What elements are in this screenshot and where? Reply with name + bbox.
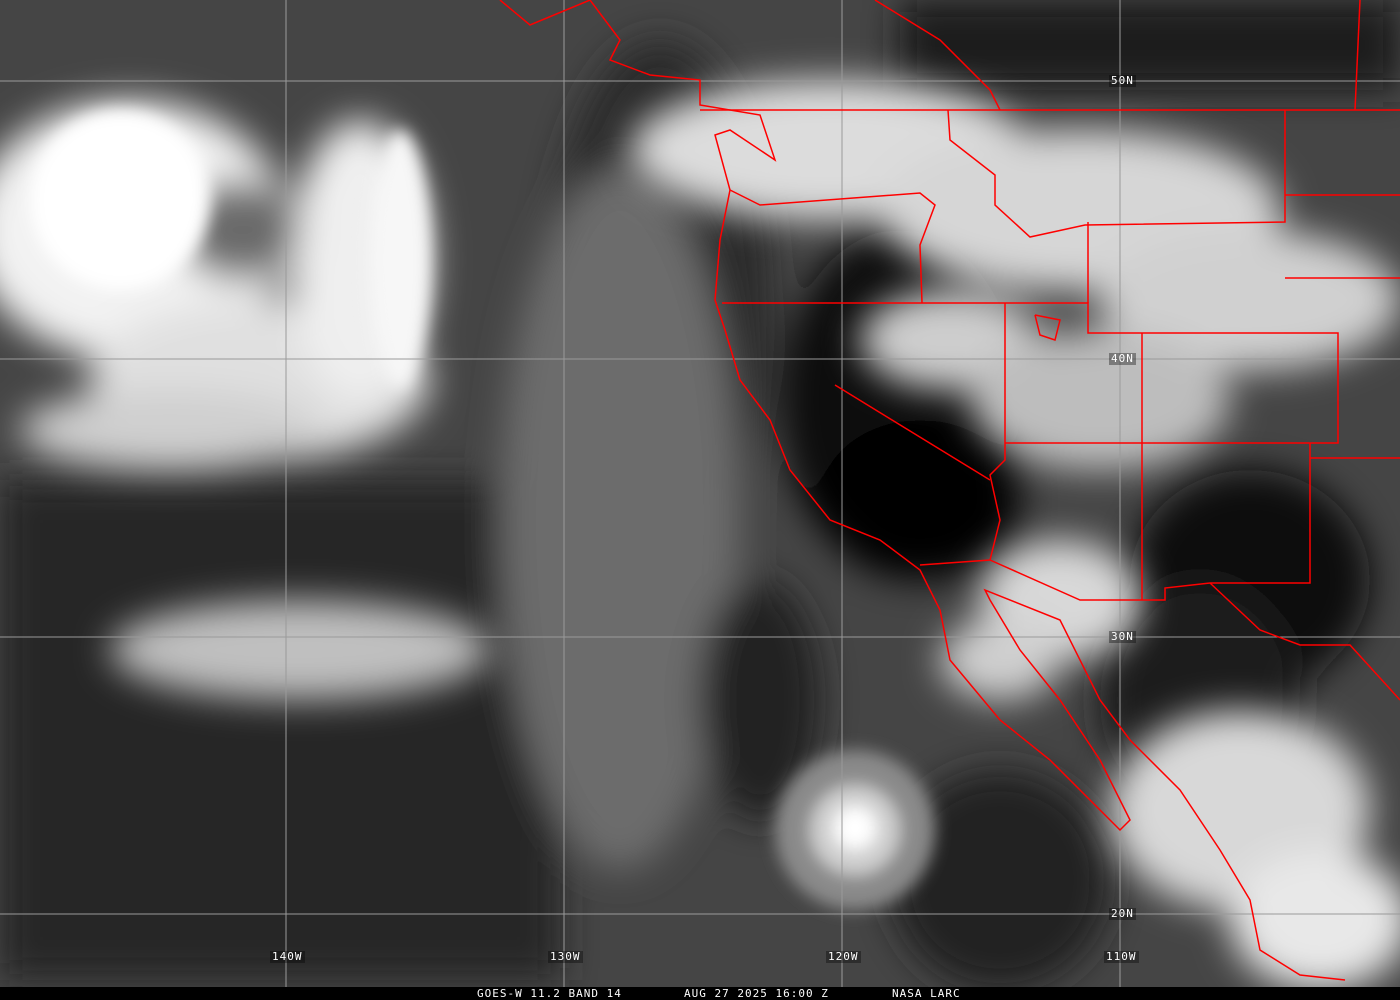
coastline (499, 0, 1346, 981)
lon-label-110w: 110W (1104, 950, 1139, 963)
lon-label-140w: 140W (270, 950, 305, 963)
lat-label-40n: 40N (1109, 352, 1136, 365)
lat-label-30n: 30N (1109, 630, 1136, 643)
lon-label-130w: 130W (548, 950, 583, 963)
lon-label-120w: 120W (826, 950, 861, 963)
caption-bar: GOES-W 11.2 BAND 14 AUG 27 2025 16:00 Z … (0, 987, 1400, 1000)
lat-label-50n: 50N (1109, 74, 1136, 87)
satellite-band-label: GOES-W 11.2 BAND 14 (477, 987, 622, 1000)
datetime-label: AUG 27 2025 16:00 Z (684, 987, 829, 1000)
political-boundaries (499, 0, 1400, 981)
lat-label-20n: 20N (1109, 907, 1136, 920)
credit-label: NASA LARC (892, 987, 961, 1000)
